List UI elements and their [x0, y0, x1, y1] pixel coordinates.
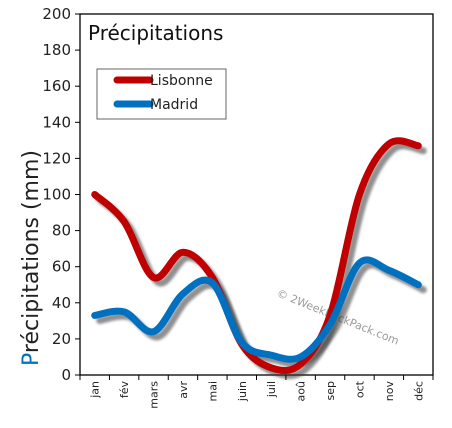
axis-layer: 0 20 40 60 80 100 120 140 160 180 200 jan fév mars avr… — [42, 5, 434, 409]
x-tick-label: avr — [177, 381, 190, 399]
x-tick-label: sep — [324, 381, 337, 400]
series-line-lisbonne — [91, 137, 422, 374]
y-tick-label: 120 — [42, 149, 71, 167]
x-tick-label: oct — [353, 380, 366, 398]
y-axis-label-rest: récipitations (mm) — [19, 150, 44, 353]
x-tick-label: mars — [148, 381, 161, 409]
y-tick-label: 60 — [52, 258, 71, 276]
x-tick-label: juin — [236, 381, 249, 402]
y-tick-label: 20 — [52, 330, 71, 348]
y-axis-label-initial: P — [19, 353, 44, 366]
x-tick-label: déc — [412, 381, 425, 401]
y-tick-label: 80 — [52, 222, 71, 240]
x-tick-label: mai — [206, 381, 219, 402]
series-shadow-madrid — [96, 261, 427, 368]
legend-label-madrid: Madrid — [150, 97, 198, 113]
y-tick-label: 200 — [42, 5, 71, 23]
y-tick-label: 0 — [61, 366, 71, 384]
x-tick-label: juil — [265, 381, 278, 398]
series-line-madrid — [91, 256, 422, 363]
y-tick-label: 100 — [42, 186, 71, 204]
chart-title: Précipitations — [88, 21, 223, 45]
x-tick-label: nov — [383, 381, 396, 402]
x-tick-label: aoû — [295, 381, 308, 401]
legend: Lisbonne Madrid — [96, 68, 227, 120]
y-tick-label: 140 — [42, 113, 71, 131]
y-tick-label: 40 — [52, 294, 71, 312]
series-layer — [91, 137, 427, 379]
x-tick-label: jan — [89, 381, 102, 399]
y-axis-label: Précipitations (mm) — [19, 150, 44, 366]
legend-label-lisbonne: Lisbonne — [150, 73, 213, 89]
y-tick-label: 180 — [42, 41, 71, 59]
y-tick-label: 160 — [42, 77, 71, 95]
x-tick-label: fév — [118, 381, 131, 399]
